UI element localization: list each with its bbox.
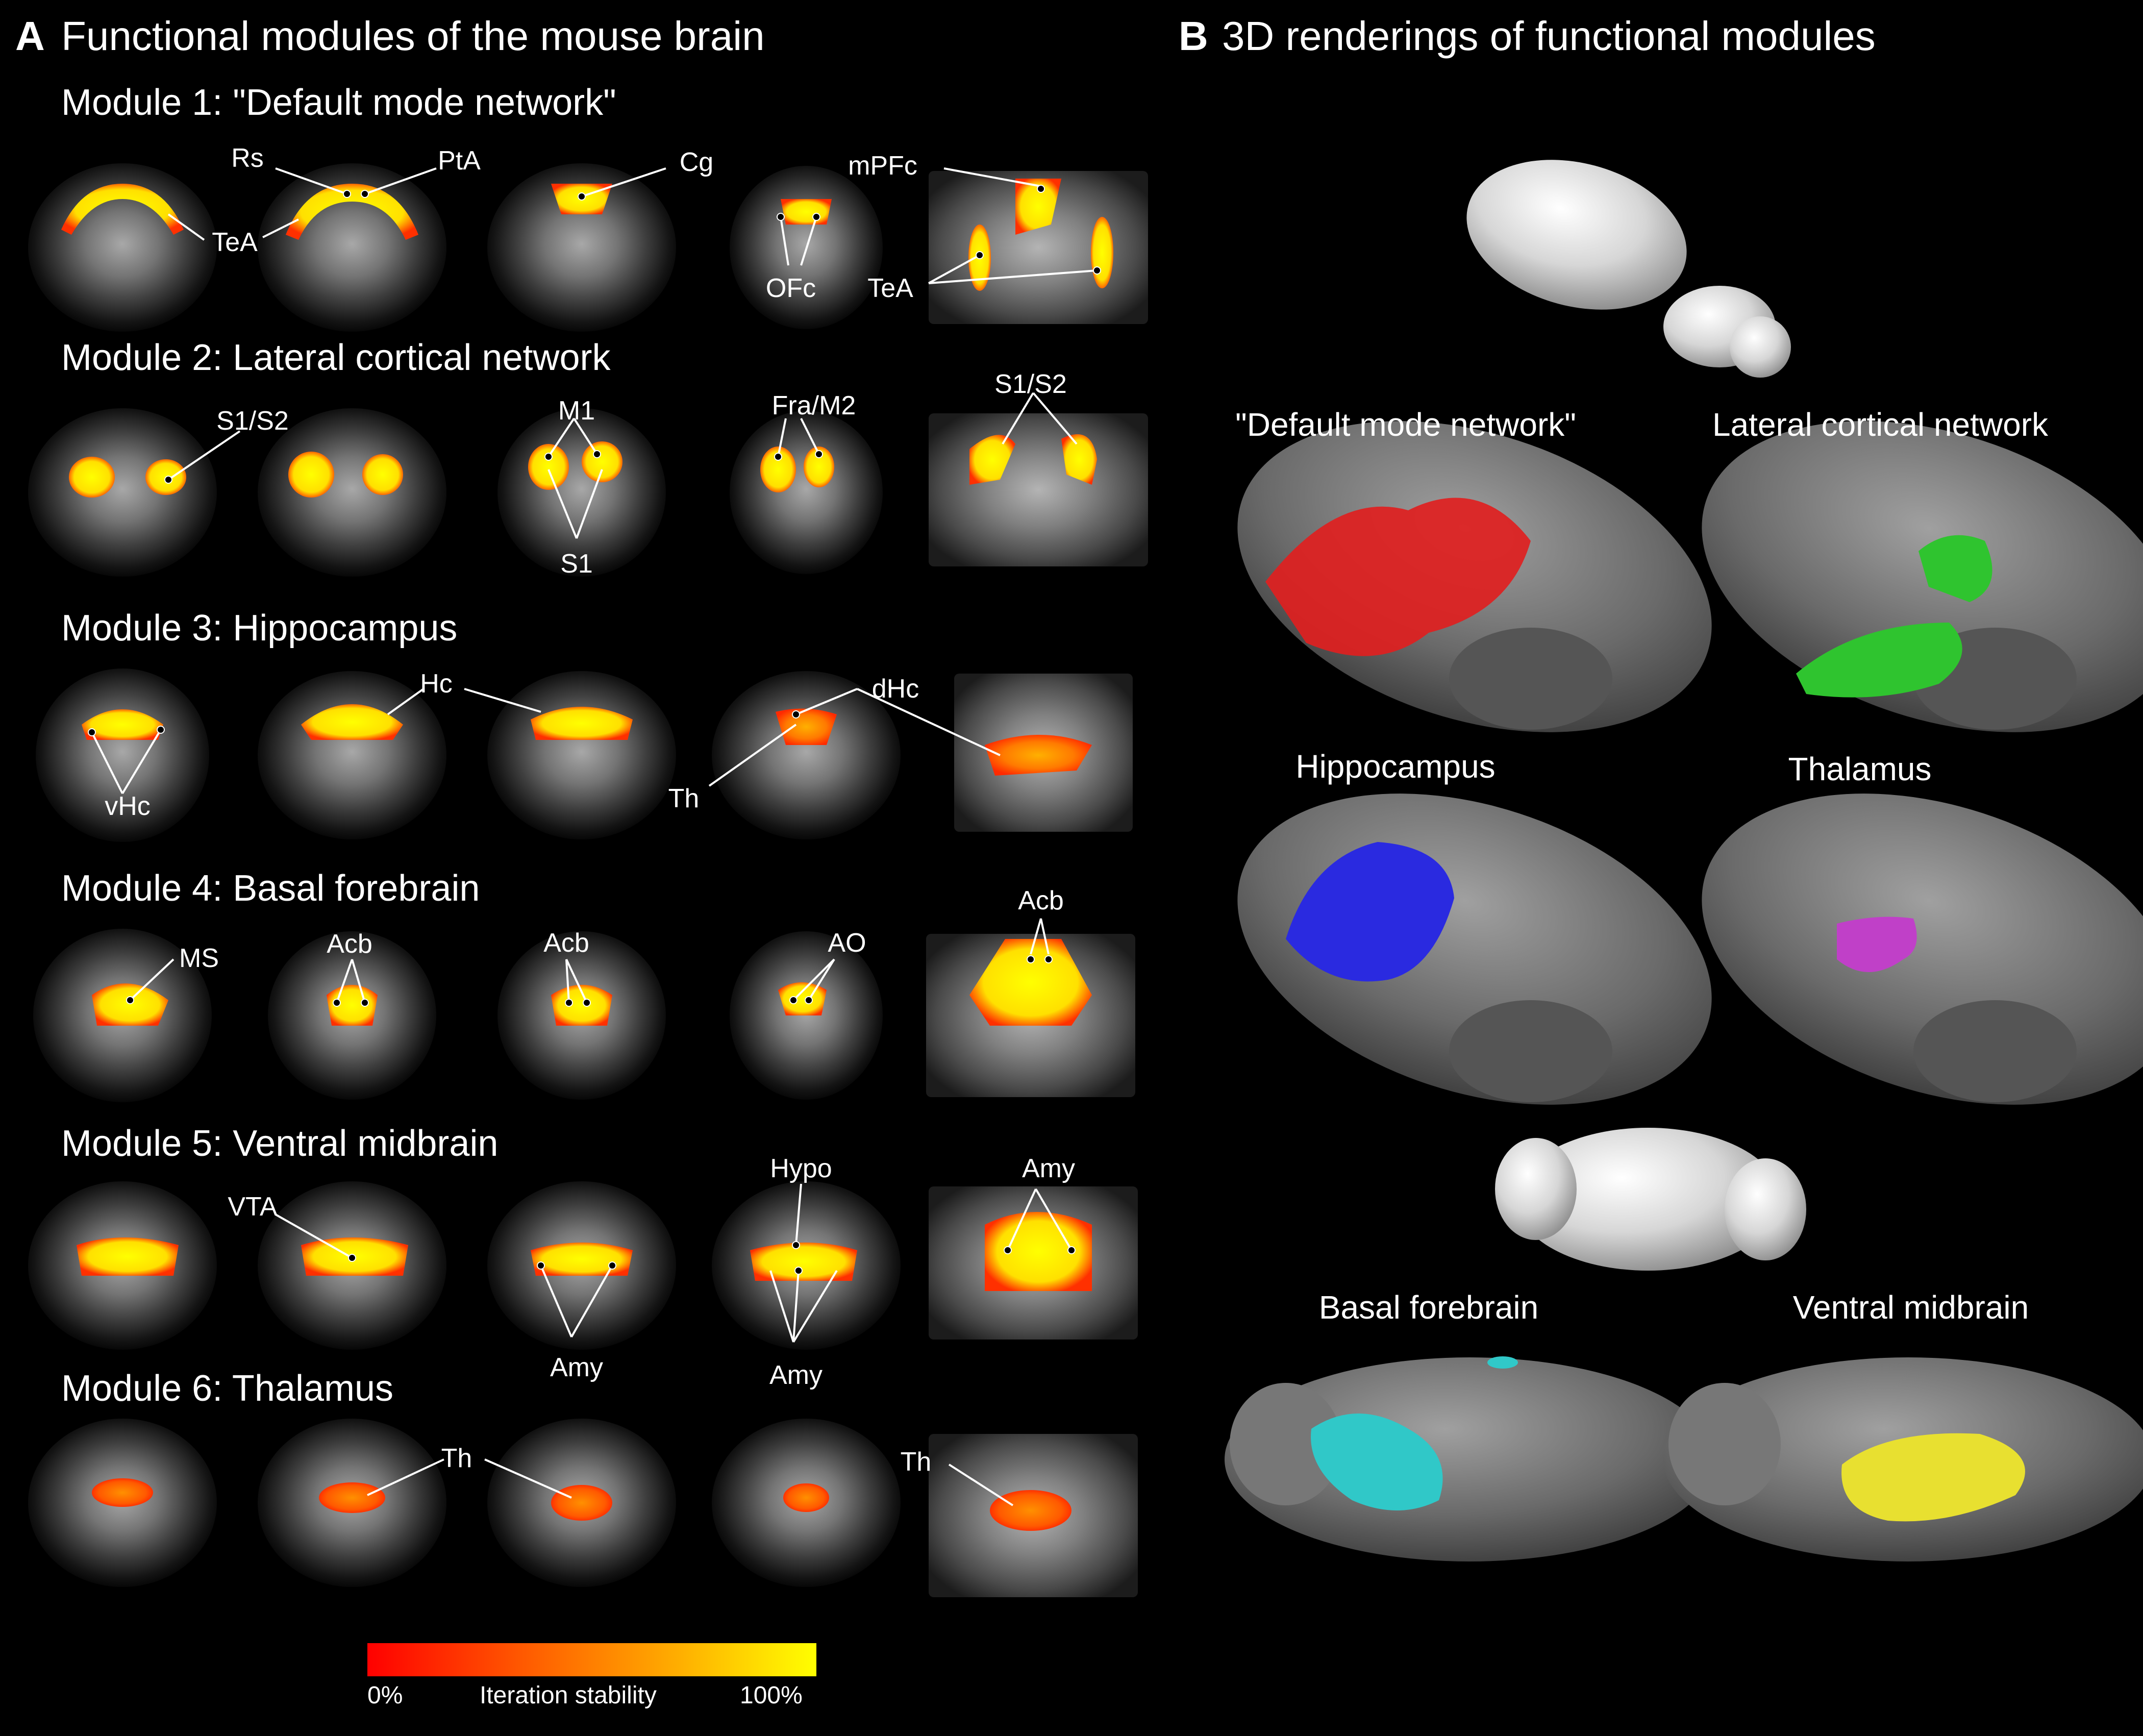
rendering-title-hippocampus: Hippocampus	[1295, 748, 1496, 785]
module-2-slices	[28, 408, 1148, 577]
label-hypo: Hypo	[770, 1154, 832, 1183]
label-acb-3: Acb	[1018, 886, 1064, 915]
label-s1s2-2: S1/S2	[994, 369, 1067, 399]
panel-b-letter: B	[1179, 13, 1208, 59]
label-ofc: OFc	[765, 274, 816, 303]
colorbar-min-label: 0%	[367, 1682, 403, 1709]
label-s1: S1	[560, 549, 593, 579]
label-m1: M1	[558, 396, 595, 426]
module-5-title: Module 5: Ventral midbrain	[61, 1123, 499, 1164]
label-tea-1: TeA	[212, 228, 258, 257]
label-vta: VTA	[228, 1192, 278, 1222]
label-vhc: vHc	[105, 791, 151, 821]
label-hc: Hc	[420, 669, 453, 699]
panel-a-slices	[28, 163, 1148, 1597]
label-mpfc: mPFc	[848, 151, 917, 181]
white-brain-bottom	[1495, 1128, 1806, 1271]
label-tea-2: TeA	[867, 274, 913, 303]
module-1-title: Module 1: "Default mode network"	[61, 82, 616, 123]
brain-hippocampus	[1237, 793, 1712, 1105]
rendering-title-dmn: "Default mode network"	[1235, 406, 1576, 443]
module-3-slices	[36, 668, 1133, 842]
module-4-title: Module 4: Basal forebrain	[61, 868, 480, 909]
label-ms: MS	[179, 944, 219, 973]
rendering-title-thalamus: Thalamus	[1788, 751, 1932, 787]
colorbar-title: Iteration stability	[480, 1682, 657, 1709]
label-acb-1: Acb	[327, 929, 372, 959]
label-ao: AO	[828, 928, 866, 958]
rendering-title-ventral: Ventral midbrain	[1792, 1289, 2029, 1326]
label-amy-3: Amy	[769, 1360, 823, 1390]
label-th-3: Th	[900, 1447, 932, 1477]
brain-basal-forebrain	[1225, 1356, 1714, 1561]
panel-a-letter: A	[15, 13, 45, 59]
leader-lines	[91, 167, 1098, 1506]
panel-a-title: Functional modules of the mouse brain	[61, 13, 765, 59]
label-fram2: Fra/M2	[771, 391, 856, 420]
label-amy-2: Amy	[550, 1353, 603, 1382]
label-amy-1: Amy	[1022, 1154, 1075, 1183]
module-6-title: Module 6: Thalamus	[61, 1368, 394, 1409]
label-th-2: Th	[441, 1444, 472, 1473]
colorbar-max-label: 100%	[740, 1682, 803, 1709]
rendering-title-lateral: Lateral cortical network	[1712, 406, 2049, 443]
module-5-slices	[28, 1181, 1138, 1350]
label-acb-2: Acb	[543, 928, 589, 958]
module-2-title: Module 2: Lateral cortical network	[61, 337, 611, 378]
label-dhc: dHc	[871, 674, 919, 704]
label-pta: PtA	[438, 146, 481, 176]
white-brain-top	[1466, 160, 1791, 378]
module-1-slices	[28, 163, 1148, 332]
module-6-slices	[28, 1419, 1138, 1597]
marker-dots	[88, 185, 1101, 1275]
module-3-title: Module 3: Hippocampus	[61, 608, 458, 649]
label-s1s2-1: S1/S2	[216, 406, 289, 436]
rendering-title-basal: Basal forebrain	[1318, 1289, 1539, 1326]
module-4-slices	[33, 929, 1135, 1102]
label-th-1: Th	[668, 784, 700, 813]
label-rs: Rs	[231, 143, 264, 173]
panel-b-title: 3D renderings of functional modules	[1222, 13, 1876, 59]
brain-ventral-midbrain	[1663, 1357, 2143, 1561]
label-cg: Cg	[679, 147, 714, 177]
colorbar	[367, 1643, 816, 1676]
brain-thalamus	[1702, 793, 2143, 1105]
